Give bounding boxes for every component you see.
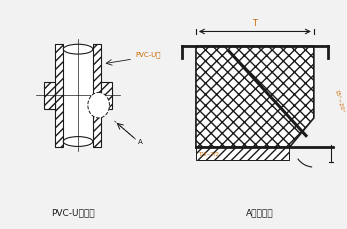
Ellipse shape: [88, 92, 109, 118]
Bar: [93, 44, 101, 147]
Text: PVC-U管: PVC-U管: [135, 51, 161, 58]
Ellipse shape: [63, 44, 93, 54]
Text: T/3~T/2: T/3~T/2: [199, 151, 220, 156]
Bar: [56, 44, 63, 147]
Polygon shape: [196, 46, 314, 147]
Bar: [44, 82, 56, 109]
Text: A节点大样: A节点大样: [246, 209, 274, 218]
Bar: [63, 44, 93, 147]
Text: T: T: [252, 19, 257, 27]
Bar: [101, 82, 112, 109]
Ellipse shape: [63, 137, 93, 146]
Text: 15°~20°: 15°~20°: [333, 90, 345, 114]
Text: A: A: [138, 139, 143, 144]
Text: PVC-U承插管: PVC-U承插管: [51, 209, 95, 218]
Bar: [196, 147, 289, 160]
